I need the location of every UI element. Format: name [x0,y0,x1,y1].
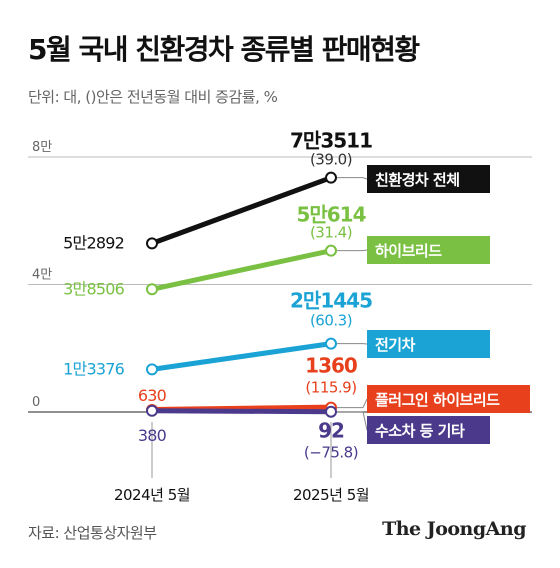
legend-label: 전기차 [375,336,416,354]
source-note: 자료: 산업통상자원부 [28,524,157,542]
legend-box [367,385,530,413]
series-line [149,341,334,372]
brand-logo: The JoongAng [382,518,526,540]
chart-subtitle: 단위: 대, ()안은 전년동월 대비 증감률, % [28,88,278,106]
x-tick-label: 2025년 5월 [293,486,369,504]
data-point [325,244,337,257]
legend-box [367,330,490,358]
series-line [149,248,334,292]
legend-box [367,236,490,264]
data-label: 1360 [305,354,357,378]
legend-connector [337,411,368,431]
data-label: 2만1445 [290,289,372,313]
legend-label: 하이브리드 [375,242,442,260]
change-label: (−75.8) [304,444,358,462]
legend-label: 친환경차 전체 [375,171,460,189]
data-point [146,404,158,417]
series-line [149,175,334,246]
data-label: 92 [318,419,344,443]
y-tick-label: 4만 [32,268,52,283]
change-label: (115.9) [305,379,356,397]
data-point [146,363,158,376]
legend-connector [337,398,368,409]
data-label: 5만2892 [63,233,124,252]
change-label: (31.4) [310,224,352,242]
data-label: 5만614 [296,203,365,227]
data-point [325,171,337,184]
change-label: (60.3) [310,312,352,330]
chart-title: 5월 국내 친환경차 종류별 판매현황 [28,33,420,66]
data-label: 380 [138,426,167,445]
legend-label: 플러그인 하이브리드 [375,391,500,409]
change-label: (39.0) [310,151,352,169]
legend-connector [337,249,368,252]
legend-label: 수소차 등 기타 [375,422,465,440]
data-point [325,337,337,350]
data-point [146,237,158,250]
y-tick-label: 0 [32,395,40,410]
legend-box [367,165,490,193]
data-label: 630 [138,386,167,405]
x-tick-label: 2024년 5월 [114,486,190,504]
data-point [325,405,337,418]
data-label: 7만3511 [290,129,372,153]
legend-box [367,416,490,444]
series-line [149,408,334,415]
legend-connector [337,177,368,180]
y-tick-label: 8만 [32,140,52,155]
data-label: 3만8506 [63,279,124,298]
data-label: 1만3376 [63,359,124,378]
data-point [146,283,158,296]
